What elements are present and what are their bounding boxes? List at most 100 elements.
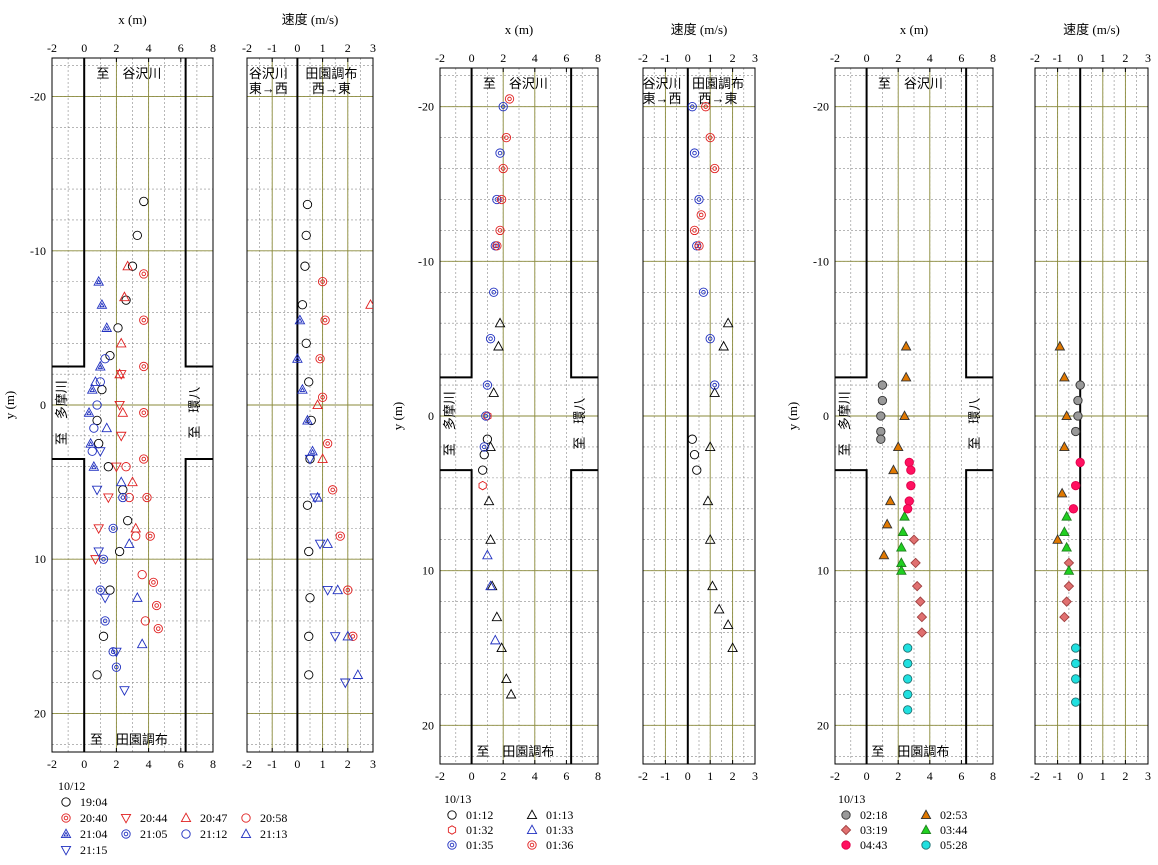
marker-inner (692, 228, 697, 233)
marker-shape (888, 464, 899, 475)
marker-shape (505, 688, 517, 699)
data-point (501, 132, 512, 143)
legend: 10/13 02:18 02:53 03:19 03:44 04:43 05:28 (838, 792, 967, 852)
data-points (876, 340, 928, 715)
marker-shape (60, 845, 72, 856)
marker-shape (111, 462, 122, 473)
marker-shape (482, 549, 493, 560)
marker-shape (1071, 643, 1081, 653)
data-point (903, 689, 913, 700)
legend-label: 21:04 (80, 827, 107, 841)
data-point (876, 411, 886, 421)
marker-shape (139, 196, 149, 207)
legend-marker (526, 809, 538, 820)
marker-shape (478, 465, 488, 475)
x-tick-label: 0 (1077, 769, 1083, 783)
x-tick-label: 3 (1145, 769, 1151, 783)
legend-label: 20:40 (80, 811, 107, 825)
marker-shape (151, 600, 162, 611)
data-point (94, 438, 104, 449)
marker-inner (63, 815, 69, 821)
y-tick-label: 10 (34, 552, 46, 566)
marker-shape (501, 132, 512, 143)
marker-shape (113, 323, 123, 333)
data-point (119, 291, 130, 302)
x-tick-label: -2 (638, 51, 648, 65)
marker-shape (297, 383, 308, 394)
legend-label: 21:13 (260, 827, 287, 841)
marker-inner (154, 603, 159, 608)
marker-shape (148, 577, 159, 588)
marker-inner (102, 618, 108, 624)
direction-label: 田園調布 (692, 76, 744, 91)
marker-shape (98, 631, 109, 641)
series-0218 (1071, 380, 1085, 437)
x-tick-label: 4 (146, 41, 152, 55)
data-point (878, 549, 890, 560)
data-point (96, 299, 108, 309)
data-point (148, 577, 159, 588)
marker-shape (897, 526, 909, 537)
plot-frame (51, 57, 214, 753)
marker-shape (123, 538, 135, 548)
x-axis-label: 速度 (m/s) (282, 12, 339, 27)
marker-shape (131, 592, 143, 602)
marker-inner (144, 495, 150, 500)
data-point (117, 406, 129, 417)
data-point (114, 400, 125, 411)
data-point (904, 496, 914, 506)
data-point (903, 504, 913, 514)
data-point (302, 500, 313, 510)
data-point (122, 260, 134, 271)
x-tick-label: 2 (500, 769, 506, 783)
panel-position: 至 谷沢川至 田園調布至 多摩川至 環八-2-20022446688x (m)-… (785, 22, 996, 783)
data-point (899, 410, 910, 421)
x-tick-label: -2 (47, 757, 57, 771)
marker-shape (322, 538, 333, 548)
marker-shape (153, 623, 163, 634)
data-point (115, 476, 127, 487)
marker-shape (496, 642, 507, 653)
x-tick-label: 3 (370, 41, 376, 55)
data-point (722, 317, 734, 328)
marker-shape (317, 453, 328, 464)
marker-shape (119, 291, 130, 302)
marker-inner (141, 271, 147, 277)
marker-shape (498, 102, 508, 112)
data-point (307, 445, 318, 456)
data-point (727, 642, 738, 653)
x-tick-label: 3 (1145, 51, 1151, 65)
marker-shape (127, 476, 138, 487)
y-tick-label: 0 (428, 409, 434, 423)
x-tick-label: 2 (895, 769, 901, 783)
marker-shape (878, 549, 890, 560)
marker-shape (698, 287, 709, 297)
marker-shape (722, 317, 734, 328)
marker-inner (320, 279, 325, 284)
marker-shape (501, 673, 512, 683)
marker-shape (301, 338, 311, 348)
marker-shape (876, 426, 886, 437)
marker-shape (294, 314, 306, 325)
marker-shape (304, 670, 314, 680)
marker-shape (120, 813, 132, 824)
marker-inner (103, 325, 110, 331)
legend-marker (841, 840, 851, 850)
road-edge-east (965, 68, 993, 764)
data-point (328, 485, 338, 495)
data-point (317, 276, 328, 287)
data-point (92, 670, 102, 680)
marker-inner (304, 417, 311, 423)
marker-inner (483, 413, 489, 419)
x-tick-label: 6 (178, 757, 184, 771)
data-point (1073, 395, 1083, 406)
marker-shape (95, 377, 105, 387)
marker-shape (92, 670, 102, 680)
marker-shape (180, 812, 192, 823)
marker-shape (492, 194, 502, 205)
marker-shape (876, 411, 886, 421)
marker-shape (687, 102, 697, 112)
data-point (314, 539, 326, 550)
legend-label: 01:13 (546, 808, 573, 822)
y-tick-label: 10 (817, 564, 829, 578)
